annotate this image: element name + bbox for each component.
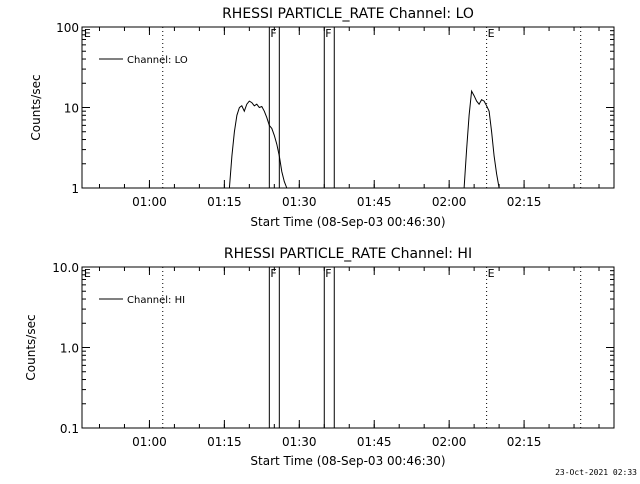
chart-title: RHESSI PARTICLE_RATE Channel: LO [222, 6, 474, 22]
event-marker-label: F [325, 27, 331, 40]
event-marker-label: F [270, 27, 276, 40]
footer-timestamp: 23-Oct-2021 02:33 [555, 468, 637, 477]
x-tick-label: 01:00 [132, 195, 167, 209]
x-tick-label: 02:15 [507, 435, 542, 449]
x-tick-label: 01:30 [282, 435, 317, 449]
x-tick-label: 01:45 [357, 195, 392, 209]
x-axis-label: Start Time (08-Sep-03 00:46:30) [250, 215, 445, 229]
event-marker-label: F [325, 267, 331, 280]
y-tick-label: 10.0 [52, 261, 79, 275]
series-line [463, 89, 500, 188]
x-tick-label: 01:30 [282, 195, 317, 209]
legend-label: Channel: HI [127, 295, 185, 306]
chart-panel-1: RHESSI PARTICLE_RATE Channel: LO 01:00 01:… [29, 6, 615, 229]
series-line [228, 100, 288, 188]
y-tick-label: 0.1 [60, 422, 79, 436]
legend-label: Channel: LO [127, 55, 188, 66]
x-tick-label: 02:15 [507, 195, 542, 209]
y-tick-label: 1.0 [60, 342, 79, 356]
chart-title: RHESSI PARTICLE_RATE Channel: HI [224, 246, 472, 262]
y-tick-label: 1 [71, 182, 79, 196]
x-tick-label: 01:15 [207, 195, 242, 209]
event-marker-label: E [84, 27, 91, 40]
y-axis-label: Counts/sec [24, 314, 38, 380]
y-tick-label: 100 [56, 21, 79, 35]
event-marker-label: E [488, 267, 495, 280]
y-axis-label: Counts/sec [29, 74, 43, 140]
x-tick-label: 02:00 [432, 195, 467, 209]
y-tick-label: 10 [64, 102, 79, 116]
data-series-group [228, 89, 500, 188]
x-tick-label: 01:00 [132, 435, 167, 449]
event-marker-label: E [84, 267, 91, 280]
x-tick-label: 02:00 [432, 435, 467, 449]
x-tick-label: 01:15 [207, 435, 242, 449]
x-tick-label: 01:45 [357, 435, 392, 449]
chart-panel-2: RHESSI PARTICLE_RATE Channel: HI 01:00 01:… [24, 246, 615, 468]
event-marker-label: F [270, 267, 276, 280]
x-axis-label: Start Time (08-Sep-03 00:46:30) [250, 454, 445, 468]
event-marker-label: E [488, 27, 495, 40]
